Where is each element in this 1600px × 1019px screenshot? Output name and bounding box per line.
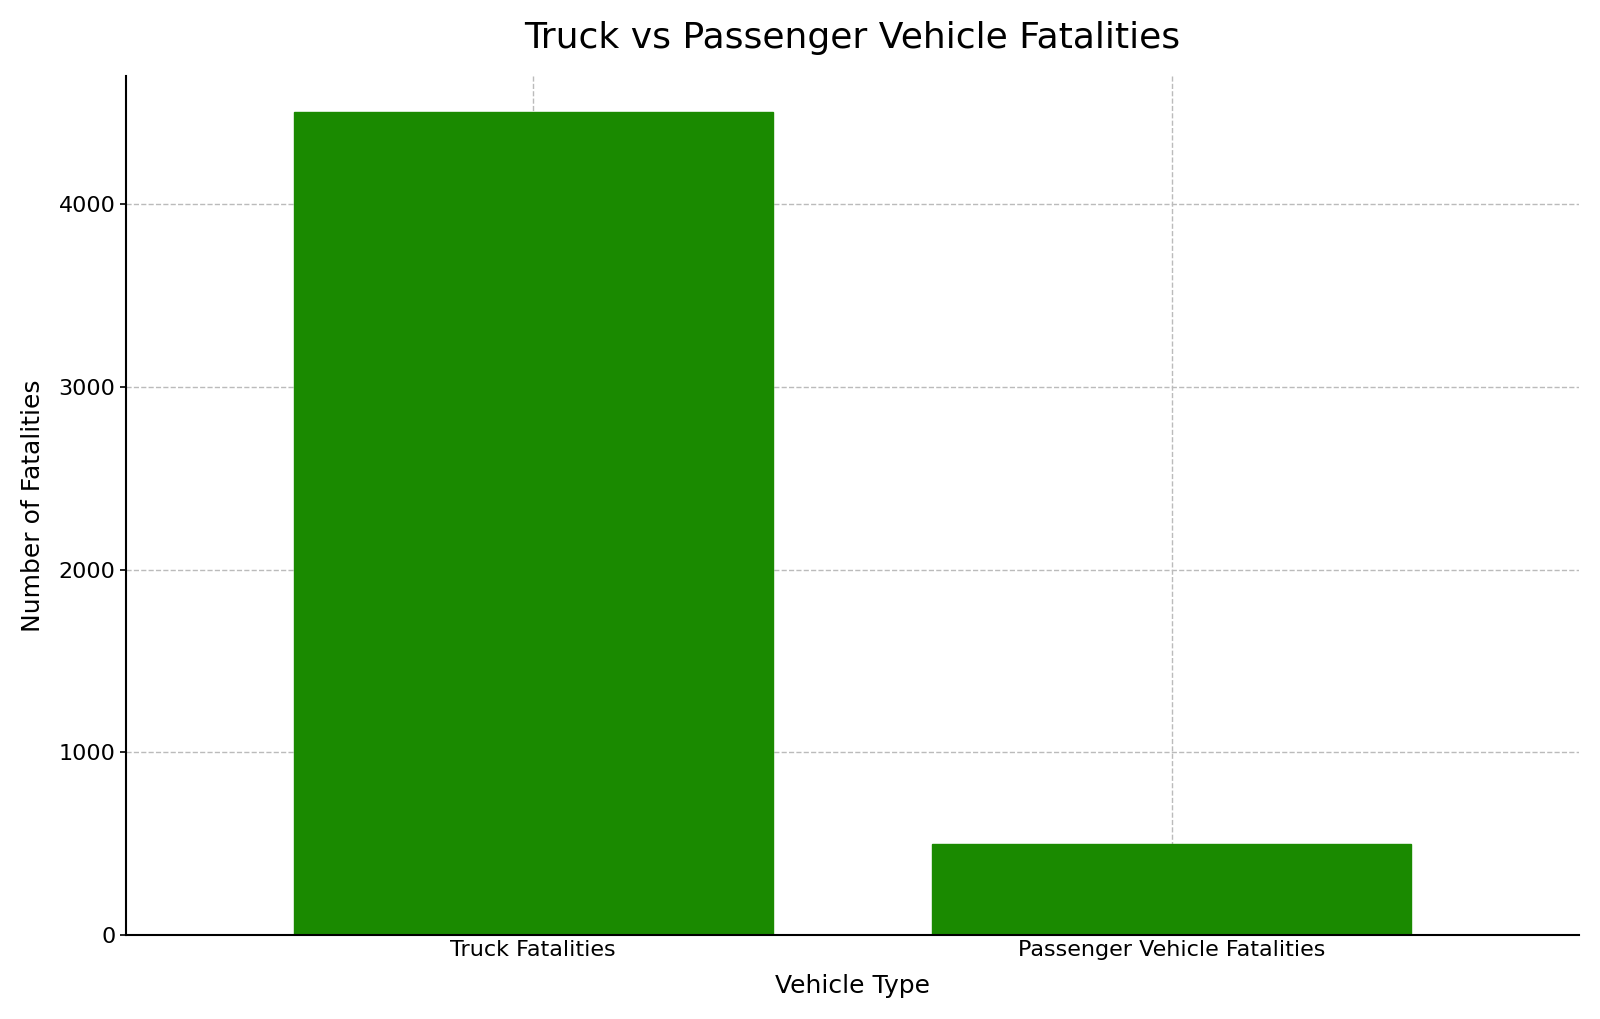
Bar: [294, 112, 773, 935]
Y-axis label: Number of Fatalities: Number of Fatalities: [21, 379, 45, 632]
X-axis label: Vehicle Type: Vehicle Type: [774, 974, 930, 999]
Title: Truck vs Passenger Vehicle Fatalities: Truck vs Passenger Vehicle Fatalities: [525, 20, 1181, 55]
Bar: [933, 844, 1411, 935]
